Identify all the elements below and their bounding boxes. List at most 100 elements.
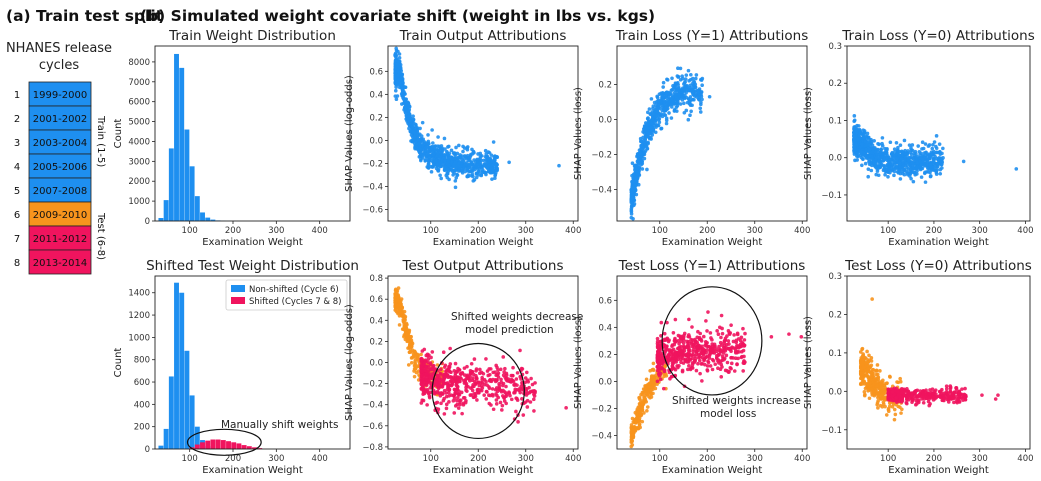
- scatter-point: [447, 394, 451, 398]
- scatter-point: [655, 339, 660, 344]
- scatter-point: [512, 383, 517, 387]
- scatter-point: [881, 163, 886, 168]
- scatter-point: [411, 117, 416, 122]
- scatter-point: [866, 167, 871, 171]
- scatter-point: [504, 371, 509, 376]
- scatter-point: [928, 170, 932, 175]
- scatter-point: [436, 169, 441, 173]
- x-tick-label: 400: [1017, 226, 1033, 236]
- scatter-point: [447, 365, 452, 369]
- scatter-point: [630, 434, 634, 439]
- scatter-point: [686, 341, 690, 345]
- scatter-point: [653, 119, 658, 123]
- scatter-point: [451, 157, 455, 161]
- scatter-point: [462, 366, 467, 370]
- scatter-point: [440, 149, 445, 153]
- scatter-point: [688, 113, 692, 117]
- scatter-point: [629, 430, 634, 434]
- scatter-point: [679, 344, 683, 349]
- scatter-point: [690, 356, 695, 361]
- scatter-point: [640, 402, 644, 407]
- scatter-point: [394, 298, 399, 303]
- scatter-point: [690, 88, 695, 93]
- scatter-point: [649, 120, 654, 125]
- y-tick-label: 1000: [128, 197, 150, 207]
- scatter-point: [743, 331, 747, 336]
- scatter-point: [520, 397, 524, 401]
- scatter-point: [664, 121, 669, 126]
- scatter-point: [728, 365, 733, 370]
- scatter-point: [732, 333, 736, 337]
- scatter-point: [940, 166, 944, 170]
- x-tick-label: 200: [225, 226, 241, 236]
- scatter-point: [405, 333, 409, 338]
- y-tick-label: −0.4: [591, 186, 612, 196]
- y-tick-label: −0.6: [362, 205, 383, 215]
- scatter-point: [459, 390, 464, 395]
- scatter-point: [700, 361, 704, 366]
- scatter-point: [631, 188, 636, 193]
- scatter-point: [491, 407, 496, 412]
- scatter-point: [492, 157, 497, 162]
- scatter-point: [704, 319, 708, 323]
- scatter-point: [859, 153, 863, 158]
- histogram-bar: [184, 350, 190, 449]
- scatter-point: [902, 138, 907, 143]
- scatter-point: [476, 380, 480, 385]
- scatter-point: [501, 355, 506, 359]
- scatter-point: [867, 159, 871, 164]
- scatter-point: [493, 379, 498, 384]
- scatter-point: [863, 361, 868, 365]
- cycle-box: [28, 129, 92, 155]
- cycle-label: 2007-2008: [33, 186, 88, 197]
- scatter-point: [475, 171, 480, 175]
- scatter-point: [712, 347, 716, 352]
- scatter-point: [920, 147, 924, 151]
- scatter-point: [422, 361, 427, 366]
- x-tick-label: 400: [312, 454, 328, 464]
- scatter-point: [707, 94, 712, 99]
- scatter-point: [719, 343, 724, 347]
- chart-title: Test Output Attributions: [402, 258, 564, 274]
- histogram-bar: [205, 440, 211, 449]
- scatter-point: [733, 347, 738, 351]
- scatter-point: [420, 380, 424, 385]
- scatter-point: [465, 153, 470, 158]
- scatter-point: [680, 74, 684, 78]
- scatter-point: [673, 367, 678, 372]
- scatter-point: [659, 320, 664, 325]
- scatter-point: [639, 147, 643, 151]
- scatter-point: [494, 363, 498, 368]
- scatter-point: [442, 396, 446, 401]
- axes-frame: [616, 45, 808, 222]
- scatter-point: [686, 360, 691, 364]
- scatter-point: [632, 193, 636, 197]
- scatter-point: [682, 111, 687, 115]
- x-tick-label: 300: [518, 454, 534, 464]
- scatter-point: [644, 144, 648, 148]
- scatter-point: [410, 124, 415, 129]
- scatter-point: [670, 356, 675, 361]
- scatter-point: [448, 379, 453, 384]
- data-layer: [393, 286, 568, 424]
- scatter-point: [447, 151, 452, 156]
- scatter-point: [867, 353, 871, 358]
- scatter-point: [721, 351, 726, 355]
- cycle-box: [28, 177, 92, 203]
- scatter-point: [478, 371, 482, 376]
- y-tick-label: 200: [134, 423, 150, 433]
- scatter-point: [674, 105, 679, 110]
- scatter-point: [684, 73, 689, 77]
- scatter-point: [503, 366, 507, 371]
- scatter-point: [460, 169, 465, 173]
- scatter-point: [672, 339, 677, 343]
- y-tick-label: 0.6: [369, 67, 383, 77]
- scatter-point: [701, 352, 706, 357]
- scatter-point: [681, 335, 686, 340]
- scatter-point: [649, 374, 654, 378]
- scatter-point: [662, 331, 667, 336]
- histogram-bar: [231, 442, 237, 449]
